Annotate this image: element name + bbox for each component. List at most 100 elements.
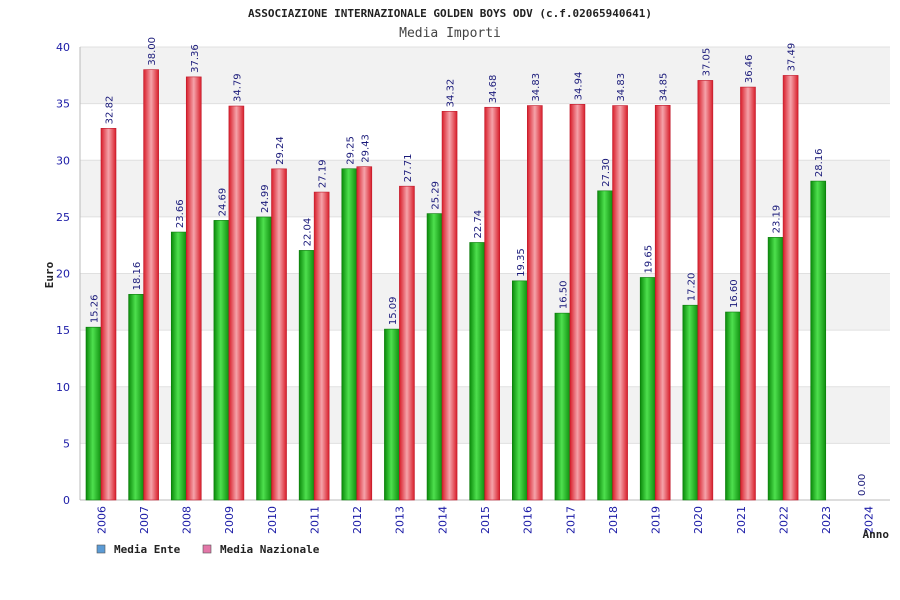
bar-media-nazionale xyxy=(782,75,799,501)
data-label: 24.69 xyxy=(217,188,228,217)
y-tick-label: 5 xyxy=(63,437,70,450)
x-tick-label: 2015 xyxy=(479,506,492,534)
bars xyxy=(85,69,827,501)
bar-media-ente xyxy=(384,328,400,501)
x-tick-label: 2024 xyxy=(863,506,876,534)
data-label: 28.16 xyxy=(814,148,825,177)
x-tick-label: 2022 xyxy=(777,506,790,534)
bar-media-ente xyxy=(170,231,187,501)
bar-media-ente xyxy=(298,250,315,501)
data-label: 18.16 xyxy=(132,262,143,291)
bar-media-ente xyxy=(639,277,656,501)
bar-media-nazionale xyxy=(654,105,671,501)
data-label: 34.83 xyxy=(616,73,627,102)
x-tick-label: 2020 xyxy=(692,506,705,534)
legend-label: Media Nazionale xyxy=(220,543,320,556)
x-tick-label: 2016 xyxy=(522,506,535,534)
data-label: 0.00 xyxy=(857,474,868,496)
bar-media-nazionale xyxy=(612,105,628,501)
data-label: 38.00 xyxy=(147,37,158,66)
bar-media-nazionale xyxy=(527,105,543,501)
bar-media-nazionale xyxy=(143,69,159,501)
y-axis-ticks: 0 5 10 15 20 25 30 35 40 xyxy=(56,41,70,507)
bar-media-nazionale xyxy=(399,185,415,501)
data-label: 29.25 xyxy=(345,136,356,165)
y-tick-label: 35 xyxy=(56,98,70,111)
y-axis-label: Euro xyxy=(43,261,56,288)
bar-media-nazionale xyxy=(185,76,202,501)
data-label: 29.24 xyxy=(275,136,286,165)
bar-media-ente xyxy=(213,220,230,501)
y-tick-label: 30 xyxy=(56,154,70,167)
bar-media-ente xyxy=(810,180,827,501)
y-tick-label: 0 xyxy=(63,494,70,507)
data-label: 16.60 xyxy=(729,279,740,308)
bar-media-ente xyxy=(256,216,272,501)
x-tick-label: 2012 xyxy=(351,506,364,534)
data-label: 36.46 xyxy=(744,54,755,83)
x-tick-label: 2021 xyxy=(735,506,748,534)
data-label: 24.99 xyxy=(260,184,271,213)
x-tick-label: 2013 xyxy=(394,506,407,534)
data-label: 19.35 xyxy=(516,248,527,277)
x-tick-label: 2010 xyxy=(266,506,279,534)
bar-media-ente xyxy=(512,280,528,501)
data-label: 34.32 xyxy=(446,79,457,108)
bar-media-ente xyxy=(341,168,358,501)
bar-media-nazionale xyxy=(441,111,458,501)
bar-media-ente xyxy=(426,213,443,501)
data-label: 29.43 xyxy=(360,134,371,163)
chart-title: ASSOCIAZIONE INTERNAZIONALE GOLDEN BOYS … xyxy=(248,7,652,20)
bar-media-nazionale xyxy=(697,80,714,501)
bar-media-nazionale xyxy=(313,191,330,501)
x-tick-label: 2017 xyxy=(564,506,577,534)
data-label: 22.74 xyxy=(473,210,484,239)
y-tick-label: 15 xyxy=(56,324,70,337)
x-tick-label: 2018 xyxy=(607,506,620,534)
legend-label: Media Ente xyxy=(114,543,181,556)
x-tick-label: 2014 xyxy=(436,506,449,534)
legend: Media Ente Media Nazionale xyxy=(96,543,320,556)
x-tick-label: 2006 xyxy=(95,506,108,534)
x-tick-label: 2023 xyxy=(820,506,833,534)
y-tick-label: 20 xyxy=(56,268,70,281)
data-label: 37.36 xyxy=(190,44,201,73)
data-label: 23.19 xyxy=(772,205,783,234)
x-tick-label: 2008 xyxy=(181,506,194,534)
data-labels: 15.26 32.82 18.16 38.00 23.66 37.36 24.69 34.79… xyxy=(90,37,868,496)
data-label: 16.50 xyxy=(558,280,569,309)
bar-media-ente xyxy=(85,326,102,501)
bar-media-nazionale xyxy=(356,166,373,501)
data-label: 27.19 xyxy=(318,159,329,188)
data-label: 34.79 xyxy=(232,73,243,102)
bar-media-ente xyxy=(682,304,699,501)
data-label: 19.65 xyxy=(644,245,655,274)
bar-media-ente xyxy=(767,237,784,501)
bar-media-ente xyxy=(128,294,144,501)
data-label: 25.29 xyxy=(431,181,442,210)
data-label: 37.49 xyxy=(787,43,798,72)
bar-media-ente xyxy=(554,312,571,501)
y-tick-label: 25 xyxy=(56,211,70,224)
data-label: 17.20 xyxy=(686,273,697,302)
data-label: 15.26 xyxy=(90,295,101,324)
bar-media-nazionale xyxy=(228,105,245,501)
x-axis-ticks: 2006 2007 2008 2009 2010 2011 2012 2013 2014 2015… xyxy=(95,506,875,534)
bar-media-nazionale xyxy=(740,86,756,501)
bar-media-nazionale xyxy=(100,128,117,501)
bar-media-ente xyxy=(725,311,741,501)
chart-subtitle: Media Importi xyxy=(399,26,501,41)
x-tick-label: 2009 xyxy=(223,506,236,534)
y-tick-label: 10 xyxy=(56,381,70,394)
bar-media-nazionale xyxy=(484,106,500,501)
bar-media-ente xyxy=(469,242,485,501)
bar-media-nazionale xyxy=(271,168,287,501)
data-label: 32.82 xyxy=(105,96,116,125)
bar-media-ente xyxy=(597,190,613,501)
data-label: 34.83 xyxy=(531,73,542,102)
x-axis-label: Anno xyxy=(863,528,890,541)
data-label: 22.04 xyxy=(303,218,314,247)
legend-swatch xyxy=(202,544,212,554)
legend-swatch xyxy=(96,544,106,554)
